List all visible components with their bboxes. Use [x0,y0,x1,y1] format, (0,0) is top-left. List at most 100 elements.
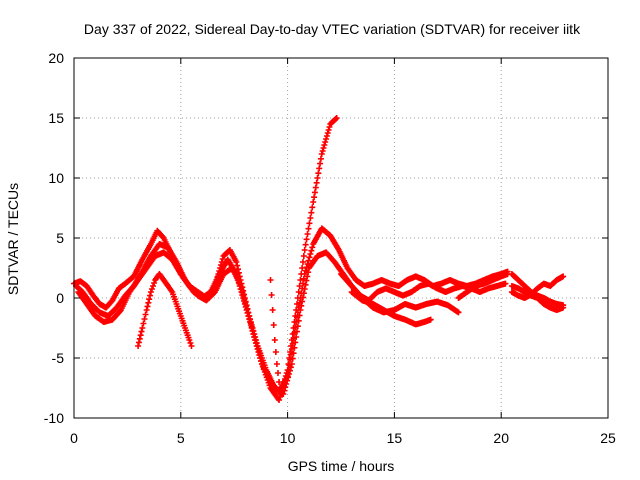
data-series [135,271,195,349]
data-series [508,273,567,301]
data-point [319,148,326,154]
data-point [137,332,144,339]
data-point [289,355,296,362]
data-point [302,241,309,248]
data-point [312,184,319,191]
data-point [317,155,324,162]
data-point [290,350,297,357]
data-point [274,370,281,376]
data-point [297,277,304,283]
data-point [143,307,150,313]
y-tick-label: 20 [48,50,64,66]
y-tick-label: -5 [52,350,65,366]
data-point [308,209,315,216]
data-point [282,384,289,391]
data-point [247,319,254,325]
data-point [141,316,148,322]
data-point [144,303,151,310]
data-point [323,136,330,142]
data-point [309,204,316,211]
data-point [136,335,143,342]
data-point [273,361,280,367]
data-point [283,381,290,387]
x-axis-label: GPS time / hours [288,458,395,474]
data-point [307,215,314,221]
data-point [305,257,312,264]
data-point [238,286,245,293]
data-series [75,249,509,397]
data-point [560,304,567,311]
data-point [299,294,306,301]
data-point [276,379,283,385]
data-point [286,371,293,377]
data-point [272,349,279,355]
data-point [306,254,313,261]
data-point [299,259,306,265]
data-point [427,316,434,323]
data-point [292,339,299,346]
x-tick-label: 5 [177,430,185,446]
data-point [308,247,315,254]
data-point [301,247,308,253]
data-point [286,367,293,374]
x-tick-label: 10 [280,430,296,446]
data-point [321,142,328,148]
data-point [142,311,149,318]
y-tick-label: 15 [48,110,64,126]
data-point [296,312,303,319]
data-point [314,175,321,181]
x-tick-label: 25 [600,430,616,446]
data-point [295,317,302,324]
data-point [311,194,318,201]
data-point [138,328,145,335]
x-tick-label: 15 [387,430,403,446]
data-point [306,220,313,227]
data-point [150,283,157,289]
data-point [304,231,311,237]
data-point [250,328,257,334]
points-layer [71,115,567,403]
data-point [251,331,258,337]
data-series [348,289,434,328]
data-point [247,316,254,322]
data-point [294,323,301,330]
data-point [246,313,253,319]
data-point [281,387,288,394]
y-tick-label: 10 [48,170,64,186]
data-point [304,273,311,280]
data-point [145,299,152,306]
data-point [241,296,248,303]
data-point [333,115,340,121]
data-point [288,361,295,367]
data-point [297,307,304,313]
data-point [326,124,333,130]
data-point [303,277,310,284]
y-tick-label: 5 [56,230,64,246]
y-tick-label: 0 [56,290,64,306]
data-point [140,320,147,327]
data-point [305,269,312,276]
data-point [219,256,226,262]
data-point [560,273,567,280]
data-series [455,271,511,301]
data-point [244,306,251,313]
data-point [139,325,146,331]
data-point [135,343,142,349]
data-point [293,334,300,340]
data-point [268,292,275,298]
data-point [311,189,318,196]
data-point [301,286,308,292]
data-point [316,165,323,172]
data-series [267,277,285,397]
data-point [277,385,284,391]
data-point [253,340,260,346]
data-point [322,139,329,145]
data-point [302,281,309,288]
data-point [455,309,462,316]
tick-layer: 0 5 10 15 20 25 -10 -5 0 5 10 15 20 [44,50,616,446]
data-point [310,199,317,205]
data-point [271,337,278,343]
data-point [318,151,325,157]
